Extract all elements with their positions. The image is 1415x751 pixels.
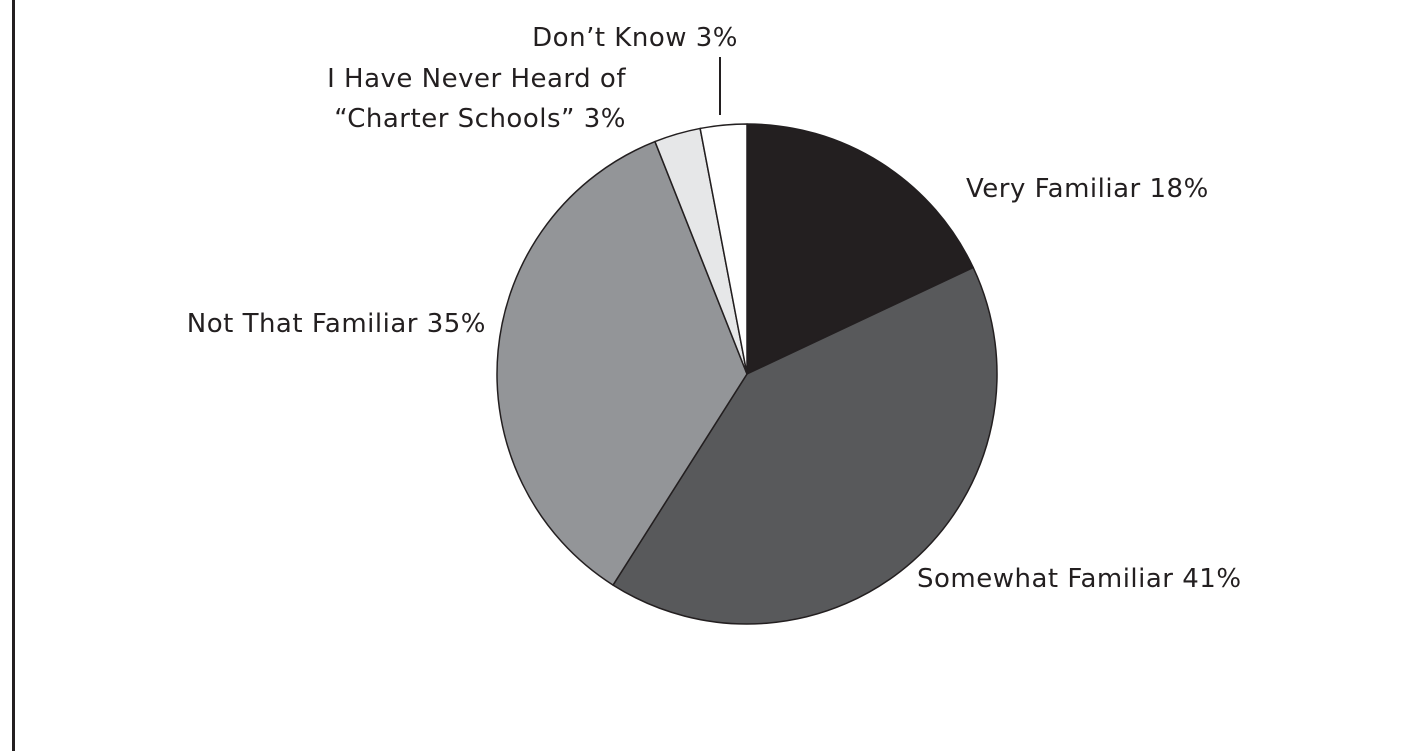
label-never-heard-line-1: I Have Never Heard of: [327, 64, 626, 94]
label-very-familiar: Very Familiar 18%: [966, 174, 1209, 204]
label-somewhat-familiar: Somewhat Familiar 41%: [917, 564, 1242, 594]
slice-dont-know: [699, 123, 748, 375]
slice-very-familiar: [746, 123, 974, 375]
left-border-rule: [12, 0, 15, 751]
label-never-heard-line-2: “Charter Schools” 3%: [334, 104, 626, 134]
label-not-that-familiar: Not That Familiar 35%: [187, 309, 486, 339]
pie-slices: [496, 123, 998, 625]
label-dont-know: Don’t Know 3%: [532, 23, 738, 53]
slice-somewhat-familiar: [612, 266, 998, 625]
slice-not-that-familiar: [496, 140, 748, 586]
